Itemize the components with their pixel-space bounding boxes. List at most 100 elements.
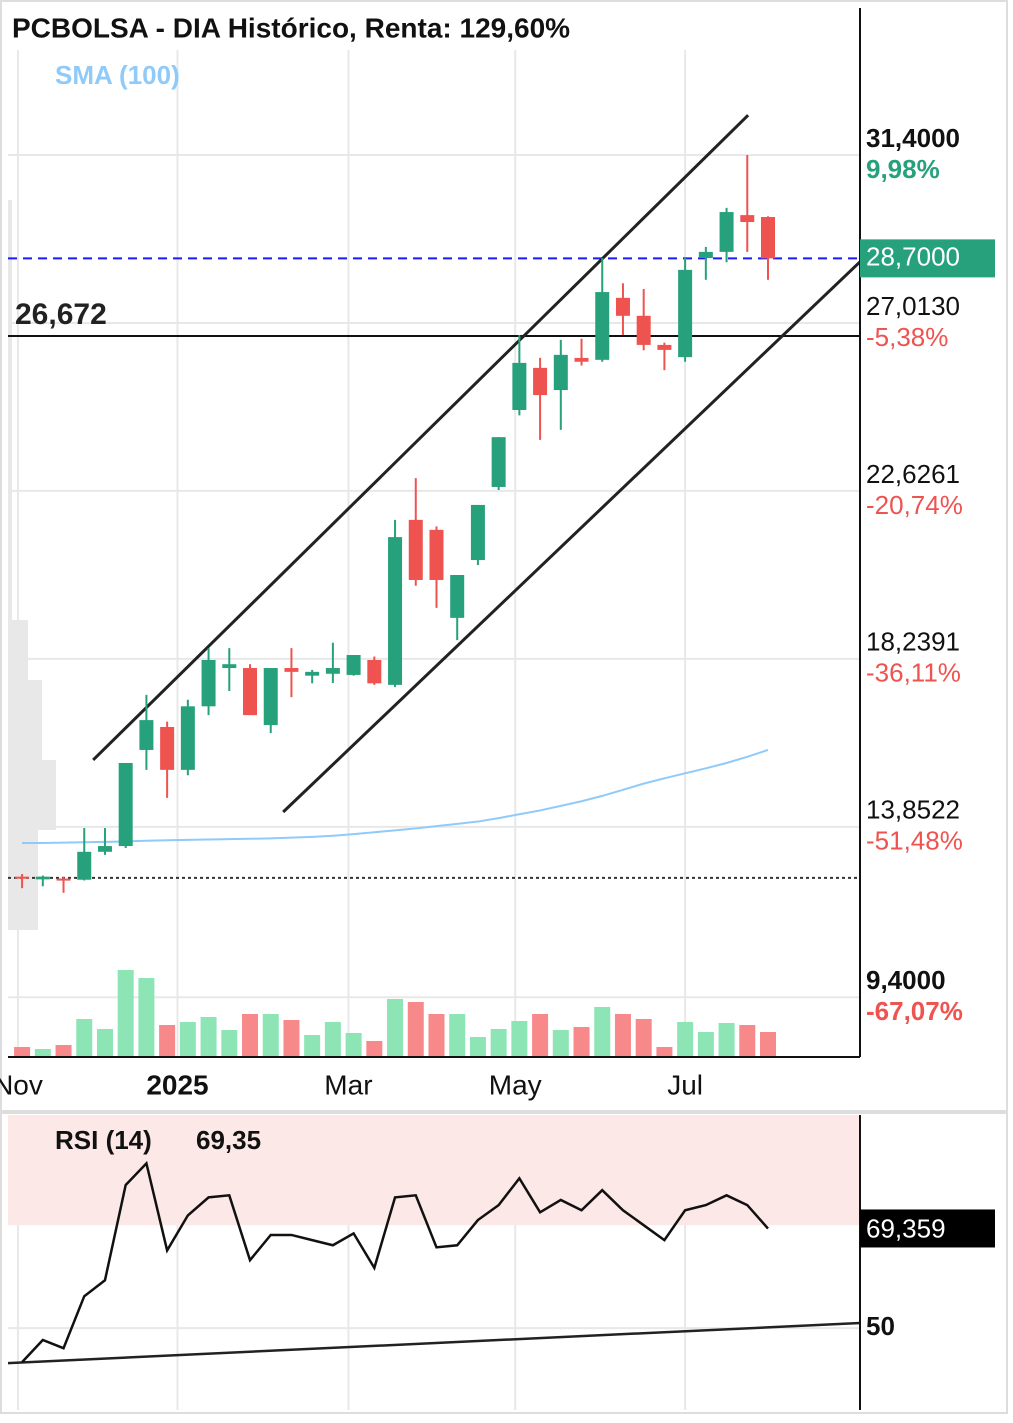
- volume-bar: [573, 1027, 590, 1057]
- candle-body: [450, 574, 465, 618]
- y-tick-label: 50: [866, 1311, 895, 1341]
- sma-line: [22, 749, 769, 844]
- volume-bar: [532, 1014, 549, 1057]
- volume-bar: [14, 1047, 31, 1057]
- volume-bar: [34, 1049, 51, 1057]
- volume-bar: [697, 1032, 714, 1057]
- legend-label: SMA (100): [55, 60, 180, 90]
- candle-body: [35, 876, 50, 880]
- candle-body: [97, 846, 112, 852]
- volume-bar: [407, 1002, 424, 1057]
- volume-bar: [718, 1023, 735, 1057]
- volume-bar: [594, 1007, 611, 1057]
- x-tick-label: Mar: [324, 1069, 372, 1100]
- candle-body: [325, 668, 340, 674]
- volume-bar: [428, 1014, 445, 1057]
- x-tick-label: Jul: [667, 1069, 703, 1100]
- x-tick-label: 2025: [146, 1069, 208, 1100]
- volume-bar: [138, 978, 155, 1057]
- chart-title: PCBOLSA - DIA Histórico, Renta: 129,60%: [12, 12, 570, 43]
- candle-body: [222, 664, 237, 669]
- volume-bar: [345, 1033, 362, 1057]
- candle-body: [346, 655, 361, 675]
- volume-bar: [511, 1021, 528, 1057]
- y-tick-percent: -67,07%: [866, 996, 963, 1026]
- volume-bar: [96, 1029, 113, 1057]
- volume-bar: [614, 1014, 631, 1057]
- rsi-tag-label: 69,359: [866, 1213, 946, 1243]
- price-line-label: 26,672: [15, 298, 107, 331]
- y-tick-percent: 9,98%: [866, 154, 940, 184]
- candle-body: [574, 357, 589, 362]
- y-tick-percent: -5,38%: [866, 322, 948, 352]
- profile-bar: [8, 200, 12, 620]
- candle-body: [636, 315, 651, 345]
- candle-body: [201, 659, 216, 707]
- candle-body: [15, 876, 30, 879]
- y-tick-percent: -36,11%: [866, 658, 961, 688]
- rsi-name: RSI (14): [55, 1125, 152, 1155]
- main-frame: [0, 0, 1008, 1112]
- x-tick-label: May: [489, 1069, 542, 1100]
- candle-body: [657, 344, 672, 350]
- candle-body: [595, 292, 610, 360]
- candle-body: [678, 269, 693, 358]
- volume-bar: [117, 970, 134, 1057]
- candle-body: [367, 659, 382, 684]
- candle-body: [118, 762, 133, 847]
- candle-body: [761, 217, 776, 259]
- candle-body: [243, 668, 258, 716]
- volume-bar: [677, 1022, 694, 1057]
- candle-body: [160, 726, 175, 770]
- candle-body: [284, 668, 299, 672]
- profile-bar: [8, 760, 56, 830]
- volume-bar: [449, 1014, 466, 1057]
- candle-body: [263, 668, 278, 726]
- volume-bar: [760, 1032, 777, 1057]
- candle-body: [56, 878, 71, 881]
- volume-bar: [469, 1037, 486, 1057]
- candle-body: [470, 504, 485, 561]
- volume-bar: [366, 1041, 383, 1057]
- trendline: [7, 1321, 861, 1365]
- candle-body: [388, 537, 403, 685]
- y-tick-label: 13,8522: [866, 795, 960, 825]
- x-tick-label: Nov: [0, 1069, 43, 1100]
- volume-bar: [262, 1014, 279, 1057]
- candle-body: [719, 212, 734, 252]
- rsi-tag: [860, 1209, 995, 1248]
- candle-body: [180, 706, 195, 770]
- volume-bar: [635, 1019, 652, 1057]
- y-tick-percent: -20,74%: [866, 490, 963, 520]
- profile-bar: [8, 680, 42, 760]
- volume-bar: [159, 1025, 176, 1057]
- volume-bar: [387, 999, 404, 1057]
- volume-bar: [76, 1019, 93, 1057]
- y-tick-label: 22,6261: [866, 459, 960, 489]
- candle-body: [533, 367, 548, 396]
- y-tick-percent: -51,48%: [866, 826, 963, 856]
- candle-body: [77, 851, 92, 880]
- trendline: [92, 114, 750, 761]
- volume-bar: [179, 1022, 196, 1057]
- y-tick-label: 18,2391: [866, 627, 960, 657]
- rsi-current: 69,35: [196, 1125, 261, 1155]
- volume-bar: [283, 1020, 300, 1057]
- volume-bar: [490, 1029, 507, 1057]
- candle-body: [740, 215, 755, 223]
- candle-body: [698, 251, 713, 258]
- trendline: [282, 260, 862, 814]
- price-tag-label: 28,7000: [866, 241, 960, 271]
- candle-body: [408, 519, 423, 580]
- y-tick-label: 31,4000: [866, 123, 960, 153]
- volume-bar: [324, 1022, 341, 1057]
- candle-body: [615, 297, 630, 316]
- candle-body: [512, 362, 527, 410]
- volume-bar: [242, 1014, 259, 1057]
- volume-bar: [739, 1025, 756, 1057]
- candle-body: [429, 529, 444, 580]
- volume-bar: [200, 1017, 217, 1057]
